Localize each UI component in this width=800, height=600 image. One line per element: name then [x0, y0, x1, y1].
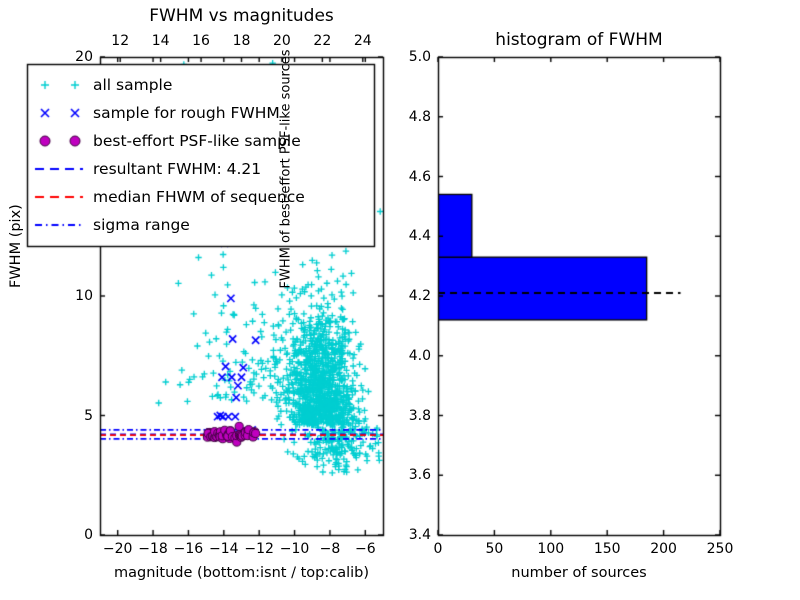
- matplotlib-figure-canvas: [0, 0, 800, 600]
- figure-root: FWHM vs magnitudes magnitude (bottom:isn…: [0, 0, 800, 600]
